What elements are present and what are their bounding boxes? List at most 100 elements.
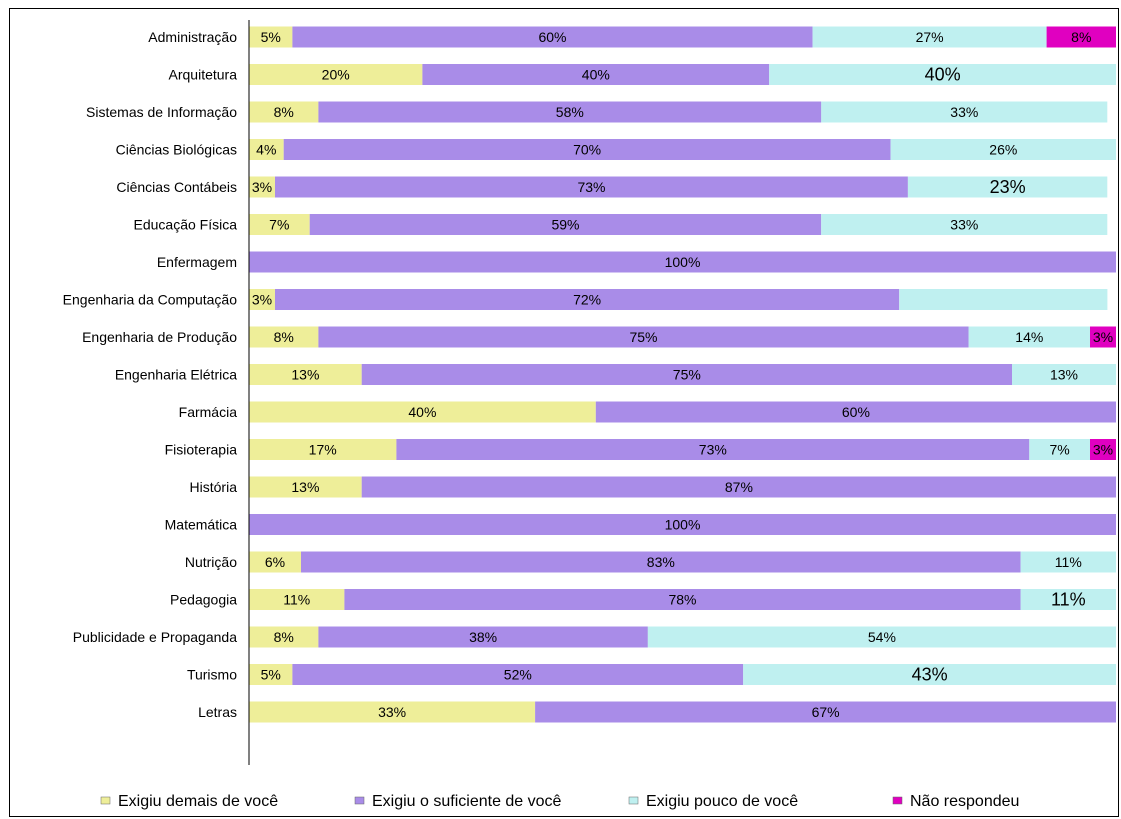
data-label: 40% [408,404,436,420]
bar-segment [249,176,275,198]
bar-segment [821,101,1108,123]
bar-segment [249,476,362,498]
data-label: 4% [256,142,276,158]
legend-swatch [354,796,365,805]
data-label: 11% [1051,590,1086,610]
data-label: 26% [989,142,1017,158]
data-label: 60% [538,29,566,45]
category-label: Farmácia [179,404,238,420]
data-label: 13% [291,479,319,495]
data-label: 67% [812,704,840,720]
data-label: 70% [573,142,601,158]
data-label: 14% [1015,329,1043,345]
bar-segment [318,101,822,123]
bar-segment [292,664,744,685]
data-label: 73% [577,179,605,195]
category-labels: Administração Arquitetura Sistemas de Info… [63,29,238,720]
bar-segment [968,326,1090,348]
bar-segment [1012,364,1116,385]
bar-segment [769,64,1116,85]
bar-segment [249,514,1116,535]
bar-segment [907,176,1108,198]
bar-segment [1090,439,1116,460]
bar-segment [249,326,319,348]
data-label: 40% [582,67,610,83]
bar-segment [821,214,1108,235]
legend-swatch [892,796,903,805]
data-label: 3% [252,292,272,308]
category-label: Ciências Biológicas [116,142,237,158]
data-label: 6% [265,554,285,570]
bar-segment [344,589,1021,610]
data-label: 87% [725,479,753,495]
data-label: 5% [261,29,281,45]
bar-segment [249,401,596,423]
bar-segment [595,401,1116,423]
data-label: 23% [990,177,1026,197]
bar-segment [249,626,319,648]
data-label: 72% [573,292,601,308]
data-label: 8% [274,629,294,645]
bar-segment [890,139,1116,160]
category-label: Letras [198,704,237,720]
data-label: 100% [665,517,701,533]
bar-segment [899,289,1108,310]
bar-segment [249,101,319,123]
bar-segment [249,289,275,310]
category-label: Publicidade e Propaganda [73,629,237,645]
bar-segment [249,664,293,685]
data-label: 13% [291,367,319,383]
data-label: 33% [950,104,978,120]
bar-segment [318,326,969,348]
data-label: 27% [916,29,944,45]
category-label: Pedagogia [170,592,237,608]
data-label: 75% [629,329,657,345]
legend-swatch [628,796,639,805]
category-label: Sistemas de Informação [86,104,237,120]
bar-segment [361,476,1116,498]
data-label: 13% [1050,367,1078,383]
bar-segment [422,64,770,85]
bar-segment [812,26,1047,48]
bar-segment [361,364,1012,385]
bar-segment [396,439,1030,460]
bars [249,26,1116,723]
data-label: 73% [699,442,727,458]
data-label: 8% [1071,29,1091,45]
data-label: 7% [269,217,289,233]
data-label: 38% [469,629,497,645]
data-label: 75% [673,367,701,383]
bar-segment [301,551,1021,573]
category-label: Engenharia de Produção [82,329,237,345]
data-label: 33% [378,704,406,720]
bar-segment [249,701,536,723]
category-label: Arquitetura [169,67,238,83]
bar-segment [1020,551,1116,573]
data-label: 20% [322,67,350,83]
bar-segment [743,664,1116,685]
bar-segment [309,214,822,235]
data-label: 78% [668,592,696,608]
data-label: 60% [842,404,870,420]
data-label: 58% [556,104,584,120]
category-label: História [190,479,238,495]
bar-segment [292,26,813,48]
data-label: 8% [274,329,294,345]
category-label: Matemática [165,517,238,533]
data-label: 11% [283,592,310,608]
legend-label: Exigiu demais de você [118,793,278,810]
bar-segment [1090,326,1116,348]
legend-label: Exigiu o suficiente de você [372,793,562,810]
bar-segment [249,589,345,610]
bar-segment [249,64,423,85]
bar-segment [249,251,1116,273]
bar-segment [647,626,1116,648]
bar-segment [1029,439,1090,460]
data-label: 40% [925,65,961,85]
legend-label: Não respondeu [910,793,1019,810]
category-label: Engenharia da Computação [63,292,238,308]
bar-segment [249,364,362,385]
legend-label: Exigiu pouco de você [646,793,798,810]
data-label: 83% [647,554,675,570]
bar-segment [1020,589,1116,610]
